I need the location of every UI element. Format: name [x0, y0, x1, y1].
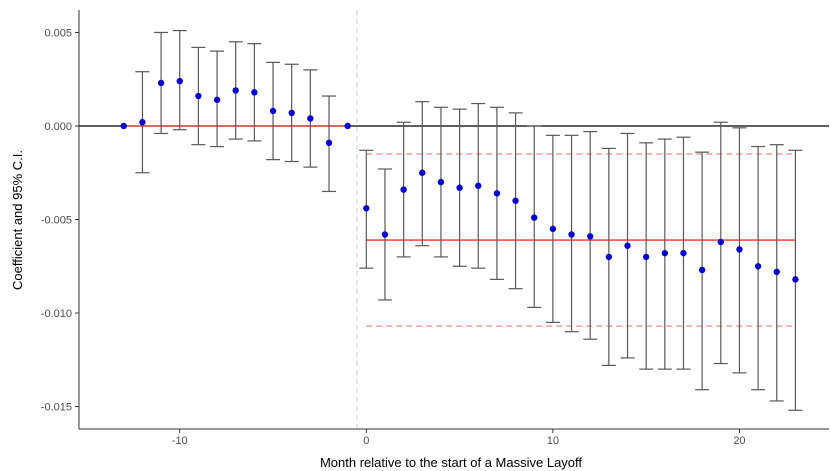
coefficient-point: [344, 122, 351, 130]
y-axis-title: Coefficient and 95% C.I.: [10, 150, 25, 290]
coefficient-point: [288, 109, 295, 117]
y-tick-label: 0.000: [44, 121, 72, 133]
coefficient-point: [307, 115, 314, 122]
coefficient-point: [624, 242, 631, 249]
coefficient-point: [139, 119, 146, 126]
coefficient-point: [232, 87, 239, 94]
coefficient-point: [195, 92, 202, 100]
x-tick-label: 20: [733, 435, 745, 447]
y-tick-label: 0.005: [44, 27, 72, 39]
coefficient-point: [456, 184, 463, 191]
coefficient-point: [269, 107, 277, 115]
coefficient-point: [400, 186, 407, 193]
coefficient-point: [698, 266, 706, 274]
y-tick-label: -0.005: [41, 215, 72, 227]
coefficient-point: [437, 178, 445, 186]
coefficient-point: [120, 122, 127, 130]
coefficient-point: [475, 182, 482, 190]
coefficient-point: [512, 197, 519, 204]
coefficient-point: [680, 249, 687, 257]
coefficient-point: [157, 79, 165, 87]
coefficient-point: [419, 169, 426, 176]
coefficient-point: [549, 225, 557, 233]
coefficient-point: [773, 268, 780, 276]
coefficient-point: [363, 205, 370, 212]
coefficient-point: [325, 139, 333, 147]
coefficient-point: [176, 77, 183, 85]
coefficient-point: [661, 249, 669, 257]
coefficient-point: [493, 190, 501, 197]
plot-area: [79, 10, 829, 429]
x-tick-label: -10: [172, 435, 188, 447]
x-tick-label: 10: [547, 435, 559, 447]
coefficient-point: [586, 233, 594, 240]
coefficient-point: [642, 253, 650, 261]
coefficient-point: [213, 96, 221, 103]
coefficient-point: [736, 246, 743, 253]
coefficient-point: [792, 276, 799, 283]
x-tick-label: 0: [363, 435, 369, 447]
coefficient-point: [717, 238, 724, 246]
axes: 0.005 0.000 -0.005 -0.010 -0.015 -10 0 10 20: [41, 10, 829, 447]
y-tick-label: -0.010: [41, 308, 72, 320]
x-axis-title: Month relative to the start of a Massive…: [320, 455, 582, 470]
coefficient-point: [568, 231, 575, 238]
coefficient-point: [381, 231, 389, 238]
y-tick-label: -0.015: [41, 402, 72, 414]
coefficient-point: [531, 214, 538, 221]
coefficient-point: [251, 89, 258, 96]
coefficient-point: [754, 263, 762, 270]
coefficient-point: [605, 253, 613, 261]
